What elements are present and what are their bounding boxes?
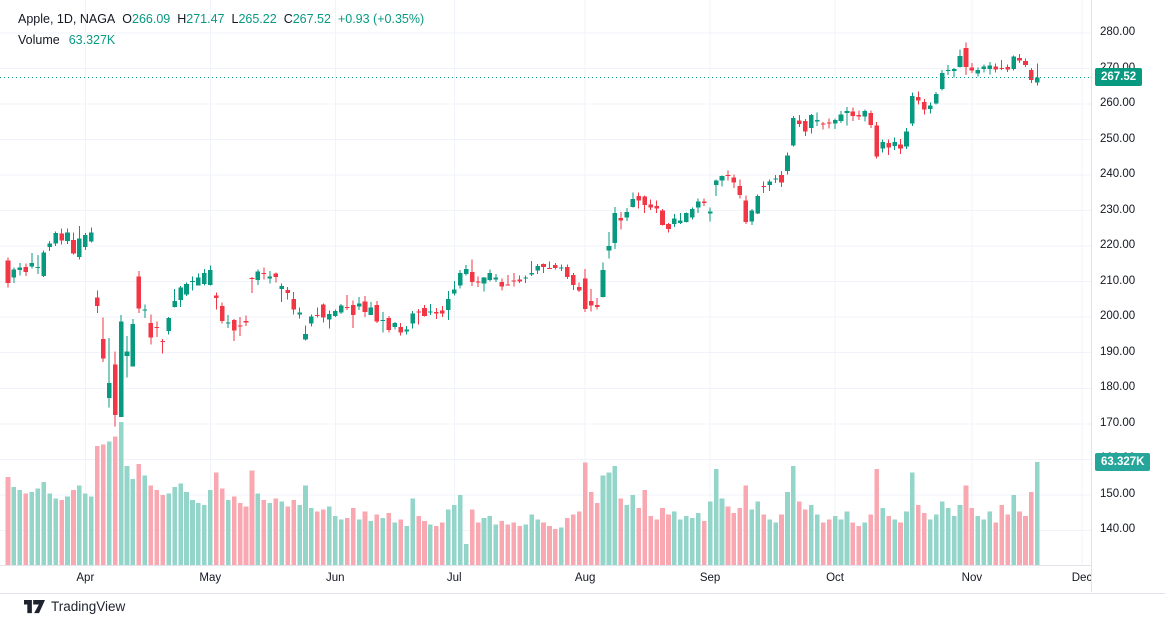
legend-ohlc-item: C267.52: [283, 12, 331, 26]
volume-value: 63.327K: [68, 32, 116, 47]
price-axis[interactable]: 267.52 63.327K 280.00270.00260.00250.002…: [1091, 0, 1165, 592]
volume-badge: 63.327K: [1095, 452, 1151, 471]
time-tick-label: Oct: [826, 572, 844, 584]
time-tick-label: Jul: [446, 572, 462, 584]
time-tick-label: May: [199, 572, 222, 584]
tradingview-logo-text: TradingView: [51, 599, 126, 614]
price-tick-label: 180.00: [1100, 381, 1136, 394]
legend-row-volume: Volume 63.327K: [18, 30, 424, 51]
price-tick-label: 170.00: [1100, 416, 1136, 429]
price-tick-label: 250.00: [1100, 132, 1136, 145]
legend-ohlc-item: H271.47: [177, 12, 225, 26]
legend-ohlc-item: O266.09: [122, 12, 171, 26]
tradingview-logo[interactable]: TradingView: [24, 599, 125, 614]
volume-label: Volume: [18, 32, 60, 47]
candlestick-chart[interactable]: [0, 0, 1091, 565]
legend-row-symbol: Apple, 1D, NAGA O266.09 H271.47 L265.22 C26…: [18, 9, 424, 30]
footer: TradingView: [0, 593, 1165, 626]
time-axis[interactable]: Apr May Jun Jul Aug Sep Oct Nov Dec: [0, 565, 1165, 594]
price-tick-label: 140.00: [1100, 523, 1136, 536]
price-tick-label: 210.00: [1100, 274, 1136, 287]
legend: Apple, 1D, NAGA O266.09 H271.47 L265.22 C26…: [18, 9, 424, 50]
tradingview-logo-icon: [24, 599, 45, 614]
legend-ohlc: O266.09 H271.47 L265.22 C267.52: [122, 9, 331, 30]
price-tick-label: 220.00: [1100, 239, 1136, 252]
symbol-title[interactable]: Apple, 1D, NAGA: [18, 12, 116, 26]
price-tick-label: 200.00: [1100, 310, 1136, 323]
time-tick-label: Dec: [1071, 572, 1093, 584]
time-tick-label: Sep: [699, 572, 721, 584]
price-tick-label: 280.00: [1100, 26, 1136, 38]
price-tick-label: 230.00: [1100, 203, 1136, 216]
time-tick-label: Apr: [76, 572, 95, 584]
change-value: +0.93 (+0.35%): [337, 12, 425, 26]
price-tick-label: 240.00: [1100, 168, 1136, 181]
price-tick-label: 190.00: [1100, 345, 1136, 358]
time-tick-label: Jun: [325, 572, 345, 584]
time-tick-label: Aug: [574, 572, 596, 584]
price-tick-label: 260.00: [1100, 97, 1136, 110]
legend-ohlc-item: L265.22: [231, 12, 277, 26]
current-price-badge: 267.52: [1095, 68, 1143, 87]
price-tick-label: 150.00: [1100, 487, 1136, 500]
time-tick-label: Nov: [961, 572, 983, 584]
